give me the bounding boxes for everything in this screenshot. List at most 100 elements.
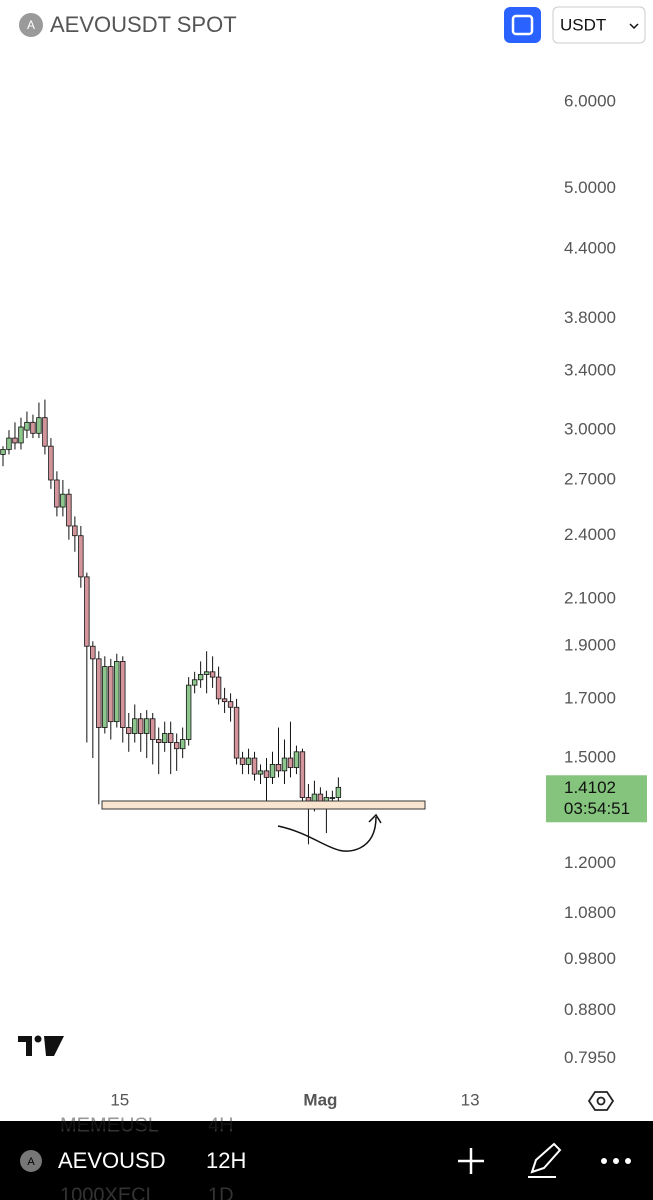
x-tick-label: Mag xyxy=(303,1090,337,1109)
candle-body xyxy=(114,661,120,723)
draw-button[interactable] xyxy=(528,1142,562,1178)
more-button[interactable] xyxy=(601,1158,631,1164)
candle-body xyxy=(173,742,180,750)
candle-body xyxy=(233,706,240,759)
y-tick-label: 6.0000 xyxy=(564,92,616,111)
x-tick-label: 15 xyxy=(110,1090,129,1109)
support-zone xyxy=(101,800,426,810)
currency-select[interactable] xyxy=(552,6,646,44)
y-tick-label: 3.8000 xyxy=(564,308,616,327)
candle-body xyxy=(144,718,150,734)
candle-body xyxy=(263,770,270,778)
candle-body xyxy=(239,757,246,765)
y-tick-label: 3.4000 xyxy=(564,360,616,379)
candle-body xyxy=(245,757,252,765)
candle-body xyxy=(317,793,324,802)
symbol-icon-letter: A xyxy=(27,18,35,32)
y-tick-label: 2.4000 xyxy=(564,525,616,544)
candle-body xyxy=(215,676,222,700)
candle-body xyxy=(24,421,30,431)
candle-body xyxy=(132,718,138,734)
candle-body xyxy=(12,437,18,444)
y-tick-label: 5.0000 xyxy=(564,178,616,197)
candle-body xyxy=(335,786,342,798)
last-price-label: 1.4102 xyxy=(564,778,616,797)
candle-body xyxy=(126,727,132,734)
footer-symbol[interactable]: AEVOUSD xyxy=(58,1148,166,1173)
candle-body xyxy=(36,417,42,434)
candle-body xyxy=(197,674,204,681)
candle-body xyxy=(221,698,228,703)
candle-body xyxy=(179,739,186,750)
y-tick-label: 3.0000 xyxy=(564,420,616,439)
candle-body xyxy=(18,426,24,444)
candle-body xyxy=(96,658,102,728)
candle-body xyxy=(269,764,276,778)
symbol-icon xyxy=(19,13,43,37)
y-tick-label: 1.2000 xyxy=(564,853,616,872)
candle-body xyxy=(156,739,162,743)
candle-body xyxy=(329,797,336,799)
fade xyxy=(0,1121,653,1129)
candle-body xyxy=(150,718,156,740)
countdown-label: 03:54:51 xyxy=(564,799,630,818)
ghost-interval: 1D xyxy=(208,1184,234,1200)
candle-body xyxy=(102,666,108,728)
candle-body xyxy=(138,718,144,734)
last-price-box xyxy=(546,775,647,823)
candle-body xyxy=(167,733,174,743)
drawn-arrow-head xyxy=(368,813,382,824)
y-tick-label: 0.8800 xyxy=(564,1000,616,1019)
candle-body xyxy=(84,576,90,647)
fullscreen-icon xyxy=(511,14,534,36)
candle-body xyxy=(30,421,36,434)
y-tick-label: 1.5000 xyxy=(564,748,616,767)
candle-body xyxy=(48,445,54,481)
x-tick-label: 13 xyxy=(461,1090,480,1109)
fullscreen-button[interactable] xyxy=(504,7,541,43)
y-tick-label: 1.9000 xyxy=(564,636,616,655)
candle-body xyxy=(54,479,60,508)
candle-body xyxy=(6,437,12,450)
y-tick-label: 0.7950 xyxy=(564,1048,616,1067)
candle-body xyxy=(72,525,78,537)
candle-body xyxy=(323,797,330,802)
footer-interval[interactable]: 12H xyxy=(206,1148,246,1173)
candle-body xyxy=(66,493,72,527)
candle-body xyxy=(281,757,288,772)
drawn-arrow xyxy=(277,816,377,852)
candle-body xyxy=(0,449,6,455)
candle-body xyxy=(293,751,300,769)
candle-body xyxy=(227,701,234,708)
tv-logo xyxy=(18,1035,64,1056)
candle-body xyxy=(78,535,84,578)
candle-body xyxy=(42,417,48,447)
dropdown-arrow xyxy=(629,23,639,30)
candle-body xyxy=(120,661,126,728)
symbol-icon-letter: A xyxy=(27,1156,35,1168)
y-tick-label: 0.9800 xyxy=(564,949,616,968)
candle-body xyxy=(299,751,306,798)
top-bar: A AEVOUSDT SPOT USDT xyxy=(19,6,646,44)
candle-body xyxy=(108,666,114,723)
add-button[interactable] xyxy=(458,1148,484,1174)
candle-body xyxy=(191,679,198,686)
bottom-bar: MEMEUSL 4H 1000XECL 1D A AEVOUSD 12H xyxy=(0,1114,653,1200)
candle-body xyxy=(203,671,210,675)
y-tick-label: 2.7000 xyxy=(564,469,616,488)
candle-body xyxy=(161,733,168,743)
y-tick-label: 2.1000 xyxy=(564,588,616,607)
settings-button[interactable] xyxy=(587,1091,615,1111)
candle-body xyxy=(275,764,282,772)
y-tick-label: 4.4000 xyxy=(564,238,616,257)
candle-body xyxy=(287,757,294,769)
currency-label: USDT xyxy=(560,15,606,34)
candle-body xyxy=(305,797,312,802)
candle-body xyxy=(257,770,264,775)
bottom-bar-bg xyxy=(0,1121,653,1200)
symbol-title[interactable]: AEVOUSDT SPOT xyxy=(50,12,237,37)
plot-area: 6.0000 5.0000 4.4000 3.8000 3.4000 3.0000 2.70… xyxy=(0,92,647,1109)
y-tick-label: 1.7000 xyxy=(564,688,616,707)
